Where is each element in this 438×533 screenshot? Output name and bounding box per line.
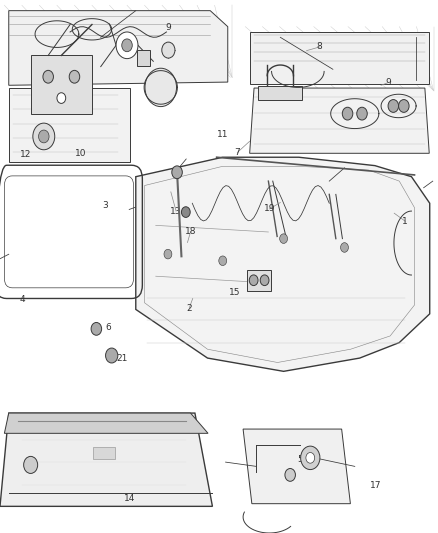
Circle shape xyxy=(340,243,348,252)
Text: 9: 9 xyxy=(385,78,391,87)
Text: 6: 6 xyxy=(106,324,112,332)
Polygon shape xyxy=(4,413,208,433)
Circle shape xyxy=(162,42,175,58)
Circle shape xyxy=(57,93,66,103)
Text: 4: 4 xyxy=(19,295,25,304)
Text: 14: 14 xyxy=(124,494,135,503)
Text: 21: 21 xyxy=(116,354,127,362)
Text: 15: 15 xyxy=(229,288,240,296)
Circle shape xyxy=(33,123,55,150)
Polygon shape xyxy=(250,88,429,154)
Text: 2: 2 xyxy=(187,304,192,312)
Circle shape xyxy=(69,70,80,83)
Text: 11: 11 xyxy=(217,130,228,139)
Polygon shape xyxy=(9,11,228,85)
Polygon shape xyxy=(137,50,150,66)
Circle shape xyxy=(116,32,138,59)
Polygon shape xyxy=(31,55,92,114)
Circle shape xyxy=(388,100,399,112)
Polygon shape xyxy=(250,32,429,84)
Circle shape xyxy=(39,130,49,143)
Text: 9: 9 xyxy=(165,23,171,32)
Text: 8: 8 xyxy=(317,43,323,51)
Text: 19: 19 xyxy=(264,205,275,213)
Text: 13: 13 xyxy=(170,207,182,215)
Polygon shape xyxy=(243,429,350,504)
Circle shape xyxy=(122,39,132,52)
Circle shape xyxy=(343,107,353,120)
Circle shape xyxy=(91,322,102,335)
Bar xyxy=(247,270,271,291)
Text: 7: 7 xyxy=(234,148,240,157)
Text: 5: 5 xyxy=(297,455,303,464)
Circle shape xyxy=(300,446,320,470)
Circle shape xyxy=(285,469,296,481)
Polygon shape xyxy=(136,157,430,372)
Text: 18: 18 xyxy=(185,228,196,236)
Circle shape xyxy=(260,275,269,286)
Bar xyxy=(93,447,115,459)
Circle shape xyxy=(181,207,190,217)
Circle shape xyxy=(357,107,367,120)
Bar xyxy=(258,86,302,100)
Text: 17: 17 xyxy=(370,481,381,489)
Polygon shape xyxy=(9,88,130,162)
Circle shape xyxy=(172,166,182,179)
Text: 3: 3 xyxy=(102,201,108,209)
Circle shape xyxy=(145,68,177,107)
Text: 12: 12 xyxy=(20,150,31,159)
Circle shape xyxy=(249,275,258,286)
Text: 10: 10 xyxy=(75,149,87,158)
Circle shape xyxy=(24,456,38,473)
Circle shape xyxy=(306,453,314,463)
Polygon shape xyxy=(0,413,212,506)
Circle shape xyxy=(164,249,172,259)
Circle shape xyxy=(279,234,287,244)
Text: 1: 1 xyxy=(402,217,408,225)
Circle shape xyxy=(43,70,53,83)
Circle shape xyxy=(106,348,118,363)
Circle shape xyxy=(219,256,227,265)
Circle shape xyxy=(399,100,409,112)
